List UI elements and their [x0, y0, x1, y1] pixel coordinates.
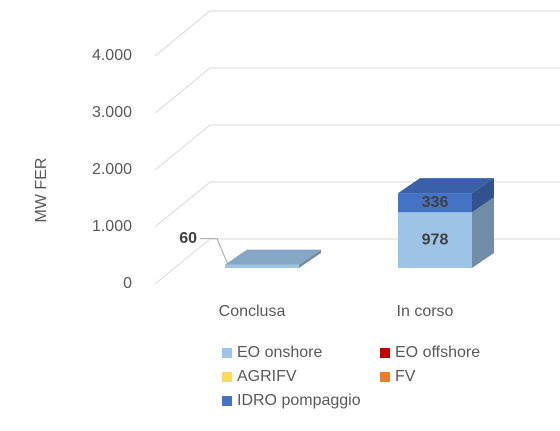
bar-side — [299, 249, 321, 268]
y-tick-label: 1.000 — [92, 218, 132, 235]
grid-line — [154, 67, 560, 114]
legend-swatch — [380, 372, 390, 382]
bar-front — [398, 212, 472, 268]
leader-line — [200, 238, 229, 265]
bar-top — [398, 178, 494, 194]
y-tick-label: 2.000 — [92, 161, 132, 178]
bar — [398, 197, 494, 268]
legend-swatch — [222, 348, 232, 358]
legend-swatch — [380, 348, 390, 358]
grid-line — [154, 181, 560, 228]
x-tick-label: Conclusa — [219, 303, 286, 320]
data-label: 336 — [422, 194, 449, 211]
bar — [225, 249, 321, 268]
bar-side — [472, 178, 494, 213]
bar-front — [225, 264, 299, 268]
bar — [398, 178, 494, 213]
grid-line — [154, 238, 560, 285]
legend-label: AGRIFV — [237, 368, 297, 385]
legend-swatch — [222, 396, 232, 406]
legend-label: IDRO pompaggio — [237, 392, 361, 409]
legend-label: FV — [395, 368, 416, 385]
y-tick-label: 4.000 — [92, 47, 132, 64]
data-label: 60 — [179, 230, 197, 247]
legend-swatch — [222, 372, 232, 382]
y-tick-label: 0 — [123, 275, 132, 292]
y-axis-label: MW FER — [33, 158, 50, 223]
bar-side — [472, 197, 494, 268]
bar-front — [398, 193, 472, 213]
bar-top — [225, 249, 321, 265]
legend-label: EO offshore — [395, 344, 480, 361]
grid-line — [154, 10, 560, 57]
data-label: 978 — [422, 231, 449, 248]
y-tick-label: 3.000 — [92, 104, 132, 121]
grid-line — [154, 124, 560, 171]
legend-label: EO onshore — [237, 344, 322, 361]
x-tick-label: In corso — [397, 303, 454, 320]
